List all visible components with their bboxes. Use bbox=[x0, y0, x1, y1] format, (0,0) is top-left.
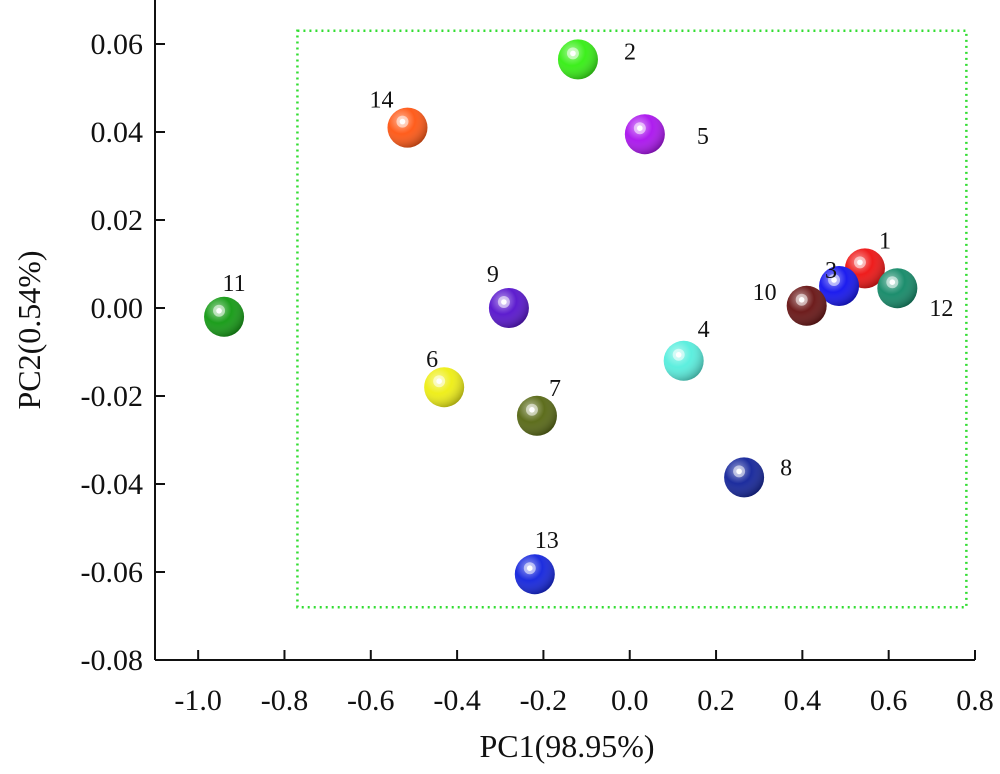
point-label: 4 bbox=[698, 317, 710, 343]
x-tick-label: 0.2 bbox=[697, 684, 735, 717]
x-tick-label: -0.2 bbox=[520, 684, 568, 717]
y-tick-label: -0.08 bbox=[81, 644, 144, 677]
point-label: 8 bbox=[780, 455, 792, 481]
point-label: 7 bbox=[549, 376, 561, 402]
data-point-9: 9 bbox=[487, 262, 529, 328]
point-label: 10 bbox=[753, 280, 777, 306]
data-point-14: 14 bbox=[369, 88, 428, 148]
y-tick-label: -0.06 bbox=[81, 556, 144, 589]
data-point-8: 8 bbox=[724, 455, 792, 498]
point-shading bbox=[624, 114, 665, 155]
point-shading bbox=[877, 268, 918, 309]
x-tick-label: -0.4 bbox=[433, 684, 481, 717]
data-point-10: 10 bbox=[753, 280, 827, 326]
data-point-4: 4 bbox=[663, 317, 710, 381]
point-label: 3 bbox=[825, 258, 837, 284]
x-tick-label: -1.0 bbox=[174, 684, 222, 717]
point-highlight bbox=[798, 297, 805, 303]
point-highlight bbox=[436, 378, 442, 385]
point-shading bbox=[424, 367, 465, 408]
point-shading bbox=[557, 39, 598, 80]
point-shading bbox=[786, 285, 827, 326]
data-point-11: 11 bbox=[204, 271, 246, 337]
point-highlight bbox=[831, 277, 837, 283]
x-tick-label: 0.0 bbox=[611, 684, 649, 717]
point-highlight bbox=[889, 279, 896, 286]
y-tick-label: 0.02 bbox=[91, 204, 144, 237]
data-point-3: 3 bbox=[819, 258, 860, 306]
data-point-13: 13 bbox=[514, 528, 559, 595]
data-point-6: 6 bbox=[424, 347, 465, 408]
point-highlight bbox=[399, 118, 406, 125]
point-label: 9 bbox=[487, 262, 499, 288]
point-label: 14 bbox=[369, 88, 393, 114]
axes: 0.060.040.020.00-0.02-0.04-0.06-0.08-1.0… bbox=[81, 0, 994, 717]
data-point-12: 12 bbox=[877, 268, 953, 322]
point-shading bbox=[663, 340, 704, 381]
y-tick-label: 0.06 bbox=[91, 28, 144, 61]
point-label: 12 bbox=[929, 296, 953, 322]
point-highlight bbox=[529, 407, 535, 413]
point-shading bbox=[514, 554, 555, 595]
point-shading bbox=[204, 296, 245, 337]
point-highlight bbox=[736, 468, 742, 475]
point-highlight bbox=[637, 125, 643, 131]
x-tick-label: 0.6 bbox=[870, 684, 908, 717]
y-tick-label: -0.04 bbox=[81, 468, 144, 501]
y-tick-label: 0.04 bbox=[91, 116, 144, 149]
dotted-region-rect bbox=[296, 29, 968, 609]
point-shading bbox=[819, 266, 860, 306]
point-highlight bbox=[857, 259, 863, 266]
data-point-2: 2 bbox=[557, 39, 636, 80]
x-axis-title: PC1(98.95%) bbox=[479, 728, 654, 764]
x-tick-label: 0.4 bbox=[784, 684, 822, 717]
point-shading bbox=[387, 107, 428, 148]
point-shading bbox=[724, 457, 765, 498]
x-tick-label: -0.6 bbox=[347, 684, 395, 717]
point-label: 1 bbox=[879, 228, 891, 254]
x-tick-label: 0.8 bbox=[956, 684, 994, 717]
point-highlight bbox=[570, 50, 576, 57]
point-label: 13 bbox=[535, 528, 559, 554]
point-label: 2 bbox=[624, 39, 636, 65]
dotted-region-box bbox=[296, 29, 968, 609]
point-shading bbox=[516, 395, 557, 436]
y-axis-title: PC2(0.54%) bbox=[11, 250, 47, 409]
y-tick-label: 0.00 bbox=[91, 292, 144, 325]
point-highlight bbox=[675, 352, 682, 358]
data-point-5: 5 bbox=[624, 114, 709, 155]
point-shading bbox=[488, 288, 529, 328]
point-highlight bbox=[526, 565, 533, 571]
point-label: 11 bbox=[222, 271, 245, 297]
point-label: 5 bbox=[697, 124, 709, 150]
x-tick-label: -0.8 bbox=[261, 684, 309, 717]
point-highlight bbox=[216, 308, 222, 314]
y-tick-label: -0.02 bbox=[81, 380, 144, 413]
data-point-7: 7 bbox=[516, 376, 561, 436]
point-label: 6 bbox=[426, 347, 438, 373]
point-highlight bbox=[501, 299, 507, 305]
